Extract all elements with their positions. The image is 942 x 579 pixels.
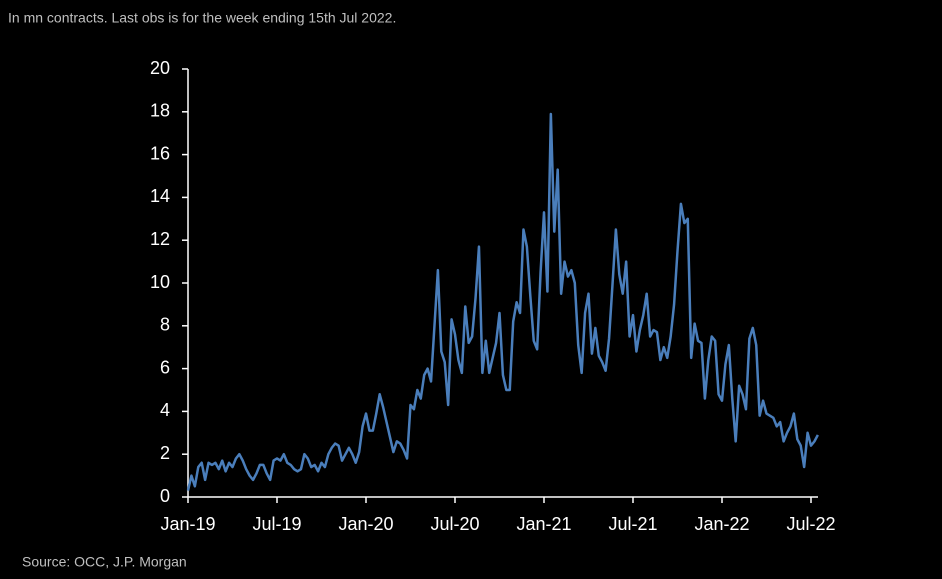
source-note: Source: OCC, J.P. Morgan xyxy=(22,554,187,570)
x-tick-label: Jul-20 xyxy=(430,514,479,534)
x-tick-label: Jan-20 xyxy=(338,514,393,534)
y-tick-label: 10 xyxy=(150,272,170,292)
y-tick-label: 20 xyxy=(150,58,170,78)
y-tick-label: 14 xyxy=(150,186,170,206)
chart-subtitle: In mn contracts. Last obs is for the wee… xyxy=(8,10,396,26)
x-tick-label: Jan-19 xyxy=(160,514,215,534)
y-tick-label: 16 xyxy=(150,143,170,163)
y-tick-label: 2 xyxy=(160,443,170,463)
y-tick-label: 12 xyxy=(150,229,170,249)
x-tick-label: Jul-19 xyxy=(252,514,301,534)
y-tick-label: 6 xyxy=(160,357,170,377)
x-tick-label: Jul-21 xyxy=(608,514,657,534)
x-tick-label: Jan-21 xyxy=(516,514,571,534)
data-line xyxy=(186,112,819,491)
y-tick-label: 4 xyxy=(160,400,170,420)
y-tick-label: 0 xyxy=(160,486,170,506)
y-tick-label: 18 xyxy=(150,101,170,121)
x-tick-label: Jul-22 xyxy=(786,514,835,534)
y-tick-label: 8 xyxy=(160,315,170,335)
x-tick-label: Jan-22 xyxy=(694,514,749,534)
